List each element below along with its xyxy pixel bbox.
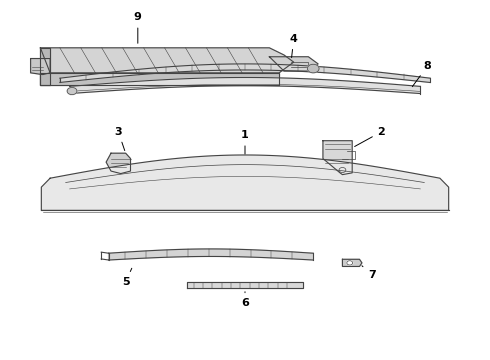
Polygon shape: [60, 64, 430, 82]
Circle shape: [307, 64, 319, 73]
Polygon shape: [323, 141, 352, 175]
Polygon shape: [70, 77, 420, 94]
Polygon shape: [270, 57, 318, 71]
Polygon shape: [40, 48, 294, 73]
Text: 6: 6: [241, 292, 249, 308]
Polygon shape: [109, 249, 313, 260]
Text: 7: 7: [362, 266, 375, 280]
Text: 3: 3: [115, 127, 125, 150]
Text: 4: 4: [290, 34, 297, 58]
Text: 5: 5: [122, 268, 132, 287]
Circle shape: [67, 87, 77, 95]
Polygon shape: [41, 155, 449, 210]
Text: 8: 8: [412, 61, 432, 87]
Polygon shape: [187, 282, 303, 288]
Circle shape: [347, 261, 353, 265]
Text: 1: 1: [241, 130, 249, 154]
Polygon shape: [30, 59, 50, 75]
Text: 9: 9: [134, 13, 142, 43]
Polygon shape: [343, 259, 362, 266]
Polygon shape: [106, 153, 130, 174]
Polygon shape: [40, 48, 50, 85]
Polygon shape: [40, 73, 279, 85]
Text: 2: 2: [355, 127, 385, 147]
